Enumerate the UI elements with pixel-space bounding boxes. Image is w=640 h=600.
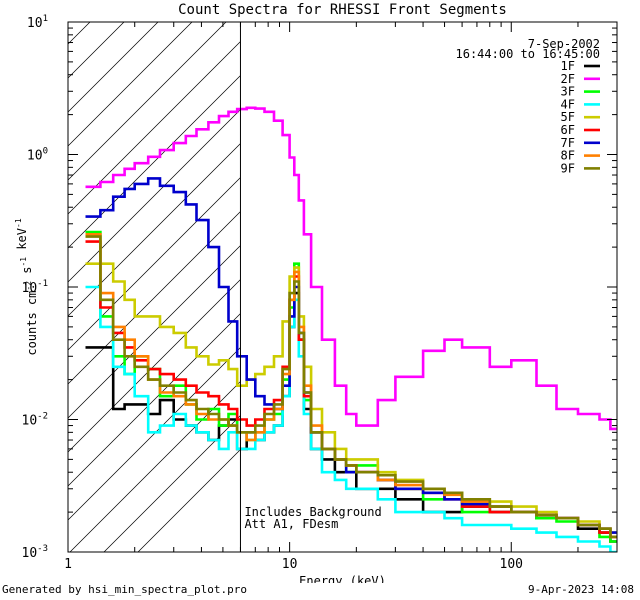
y-tick-label: 10-3 [22, 544, 49, 561]
hatch-line [68, 245, 241, 419]
series-line-7F [85, 177, 617, 534]
legend-time-range: 16:44:00 to 16:45:00 [456, 47, 601, 61]
legend-label-9F: 9F [561, 161, 575, 175]
chart-title: Count Spectra for RHESSI Front Segments [178, 2, 507, 18]
hatch-line [68, 41, 241, 215]
hatch-line [68, 75, 241, 249]
hatch-line [103, 415, 241, 552]
legend-label-7F: 7F [561, 136, 575, 150]
y-tick-label: 100 [27, 147, 48, 164]
legend-label-6F: 6F [561, 123, 575, 137]
y-tick-label: 10-2 [22, 412, 49, 429]
note-attenuator: Att A1, FDesm [244, 517, 338, 531]
series-line-2F [85, 106, 617, 431]
x-axis-label: Energy (keV) [299, 574, 386, 583]
hatched-region [68, 22, 241, 552]
legend-label-3F: 3F [561, 85, 575, 99]
y-tick-label: 101 [27, 14, 48, 31]
hatch-line [68, 109, 241, 283]
legend-label-1F: 1F [561, 59, 575, 73]
series-line-9F [85, 235, 617, 539]
x-tick-label: 1 [64, 557, 72, 572]
hatch-line [68, 22, 193, 147]
legend-label-8F: 8F [561, 149, 575, 163]
note-background: Includes Background [244, 505, 381, 519]
x-tick-label: 10 [282, 557, 298, 572]
hatch-line [68, 143, 241, 317]
footer-date: 9-Apr-2023 14:08 [528, 583, 634, 596]
footer-generated-by: Generated by hsi_min_spectra_plot.pro [2, 583, 248, 596]
series-line-4F [85, 285, 617, 552]
hatch-line [68, 211, 241, 385]
legend-label-4F: 4F [561, 97, 575, 111]
hatch-line [68, 177, 241, 351]
hatch-line [68, 279, 241, 453]
hatch-line [68, 347, 241, 521]
legend-date: 7-Sep-2002 [528, 37, 600, 51]
legend-label-5F: 5F [561, 110, 575, 124]
hatch-line [69, 381, 241, 552]
legend-label-2F: 2F [561, 72, 575, 86]
series-line-5F [85, 262, 617, 534]
x-tick-label: 100 [500, 557, 523, 572]
series-group [85, 106, 617, 552]
hatch-line [68, 22, 227, 181]
hatch-line [137, 449, 241, 552]
y-axis-label: counts cm-2 s-1 keV-1 [14, 218, 39, 356]
